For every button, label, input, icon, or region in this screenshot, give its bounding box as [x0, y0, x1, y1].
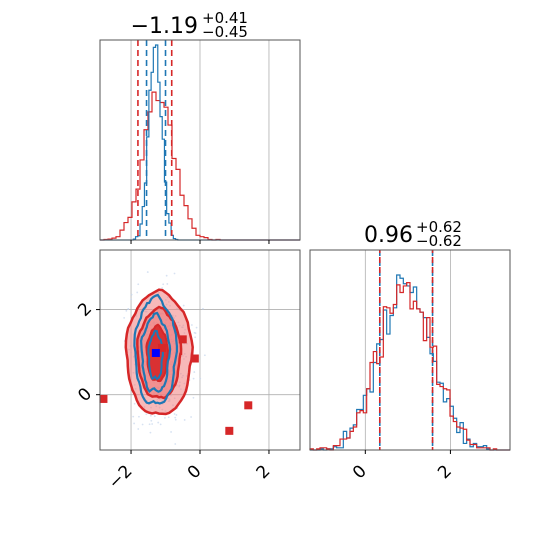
marker-red-4 — [225, 426, 234, 435]
scatter-sample-point — [173, 413, 176, 415]
marker-red-5 — [244, 401, 253, 410]
title-param1-main: −1.19 — [131, 14, 198, 39]
scatter-sample-point — [130, 293, 133, 296]
scatter-sample-point — [194, 332, 197, 335]
title-param1-sub: −0.45 — [202, 23, 248, 41]
panel-param1-histogram — [99, 39, 301, 244]
scatter-sample-point — [137, 428, 140, 430]
scatter-sample-point — [159, 423, 162, 426]
marker-red-1 — [158, 343, 167, 352]
title-param2-sub: −0.62 — [416, 232, 462, 250]
scatter-sample-point — [164, 417, 166, 419]
scatter-sample-point — [146, 271, 149, 273]
panel-param1-param2-scatter: −2 0 2 0 2 — [74, 249, 301, 493]
scatter-sample-point — [195, 326, 198, 329]
scatter-sample-point — [127, 308, 130, 311]
scatter-sample-point — [192, 396, 195, 399]
title-param2-sup: +0.62 — [416, 218, 462, 236]
scatter-sample-point — [182, 304, 185, 307]
scatter-sample-point — [174, 416, 177, 419]
contour-blue-middle — [139, 311, 172, 393]
scatter-sample-point — [165, 274, 168, 277]
scatter-sample-point — [141, 423, 144, 426]
scatter-sample-point — [194, 336, 197, 339]
tick-label-param1-1: 0 — [184, 461, 206, 483]
scatter-sample-point — [130, 298, 133, 301]
histogram-param2-red — [309, 282, 510, 451]
scatter-sample-point — [203, 354, 206, 357]
tick-label-param1-2: 2 — [253, 461, 275, 483]
scatter-sample-point — [149, 431, 152, 434]
tick-label-param2-y-0: 0 — [74, 384, 96, 406]
scatter-sample-point — [145, 413, 148, 416]
tick-label-param1-0: −2 — [105, 461, 137, 493]
scatter-sample-point — [174, 418, 177, 421]
scatter-sample-point — [175, 414, 178, 416]
scatter-sample-point — [151, 423, 154, 425]
scatter-sample-point — [148, 423, 151, 426]
scatter-sample-point — [150, 419, 153, 422]
frame-param2-histogram — [309, 249, 511, 451]
scatter-sample-point — [167, 416, 170, 419]
scatter-sample-point — [136, 291, 139, 294]
scatter-sample-point — [193, 371, 196, 373]
scatter-sample-point — [123, 316, 126, 319]
scatter-sample-point — [153, 415, 156, 418]
marker-blue-0 — [151, 348, 160, 357]
tick-label-param2-y-1: 2 — [74, 299, 96, 321]
scatter-sample-point — [183, 419, 186, 421]
scatter-sample-point — [190, 324, 193, 326]
title-param1-sup: +0.41 — [202, 9, 248, 27]
scatter-sample-point — [125, 309, 128, 312]
scatter-sample-point — [174, 443, 177, 445]
scatter-sample-point — [170, 431, 172, 433]
contour-blue-inner — [147, 329, 165, 381]
scatter-sample-point — [138, 415, 140, 418]
scatter-sample-point — [149, 414, 152, 417]
scatter-sample-point — [157, 421, 160, 424]
scatter-sample-point — [199, 377, 202, 380]
scatter-sample-point — [192, 377, 195, 380]
marker-red-3 — [190, 354, 199, 363]
scatter-sample-point — [190, 416, 192, 418]
scatter-sample-point — [133, 402, 136, 405]
scatter-sample-point — [137, 283, 140, 286]
scatter-sample-point — [132, 415, 135, 418]
scatter-sample-point — [166, 283, 169, 285]
scatter-sample-point — [161, 287, 164, 289]
scatter-sample-point — [202, 307, 204, 310]
marker-red-2 — [178, 335, 187, 344]
title-param2: 0.96 — [364, 223, 413, 248]
scatter-sample-point — [162, 283, 165, 286]
tick-label-param2-x-1: 2 — [434, 461, 456, 483]
scatter-sample-point — [133, 422, 136, 425]
contour-blue-outer — [133, 293, 178, 405]
title-param1: −1.19 — [131, 14, 198, 39]
tick-label-param2-x-0: 0 — [349, 461, 371, 483]
marker-red-0 — [99, 394, 108, 403]
scatter-sample-point — [173, 272, 176, 275]
